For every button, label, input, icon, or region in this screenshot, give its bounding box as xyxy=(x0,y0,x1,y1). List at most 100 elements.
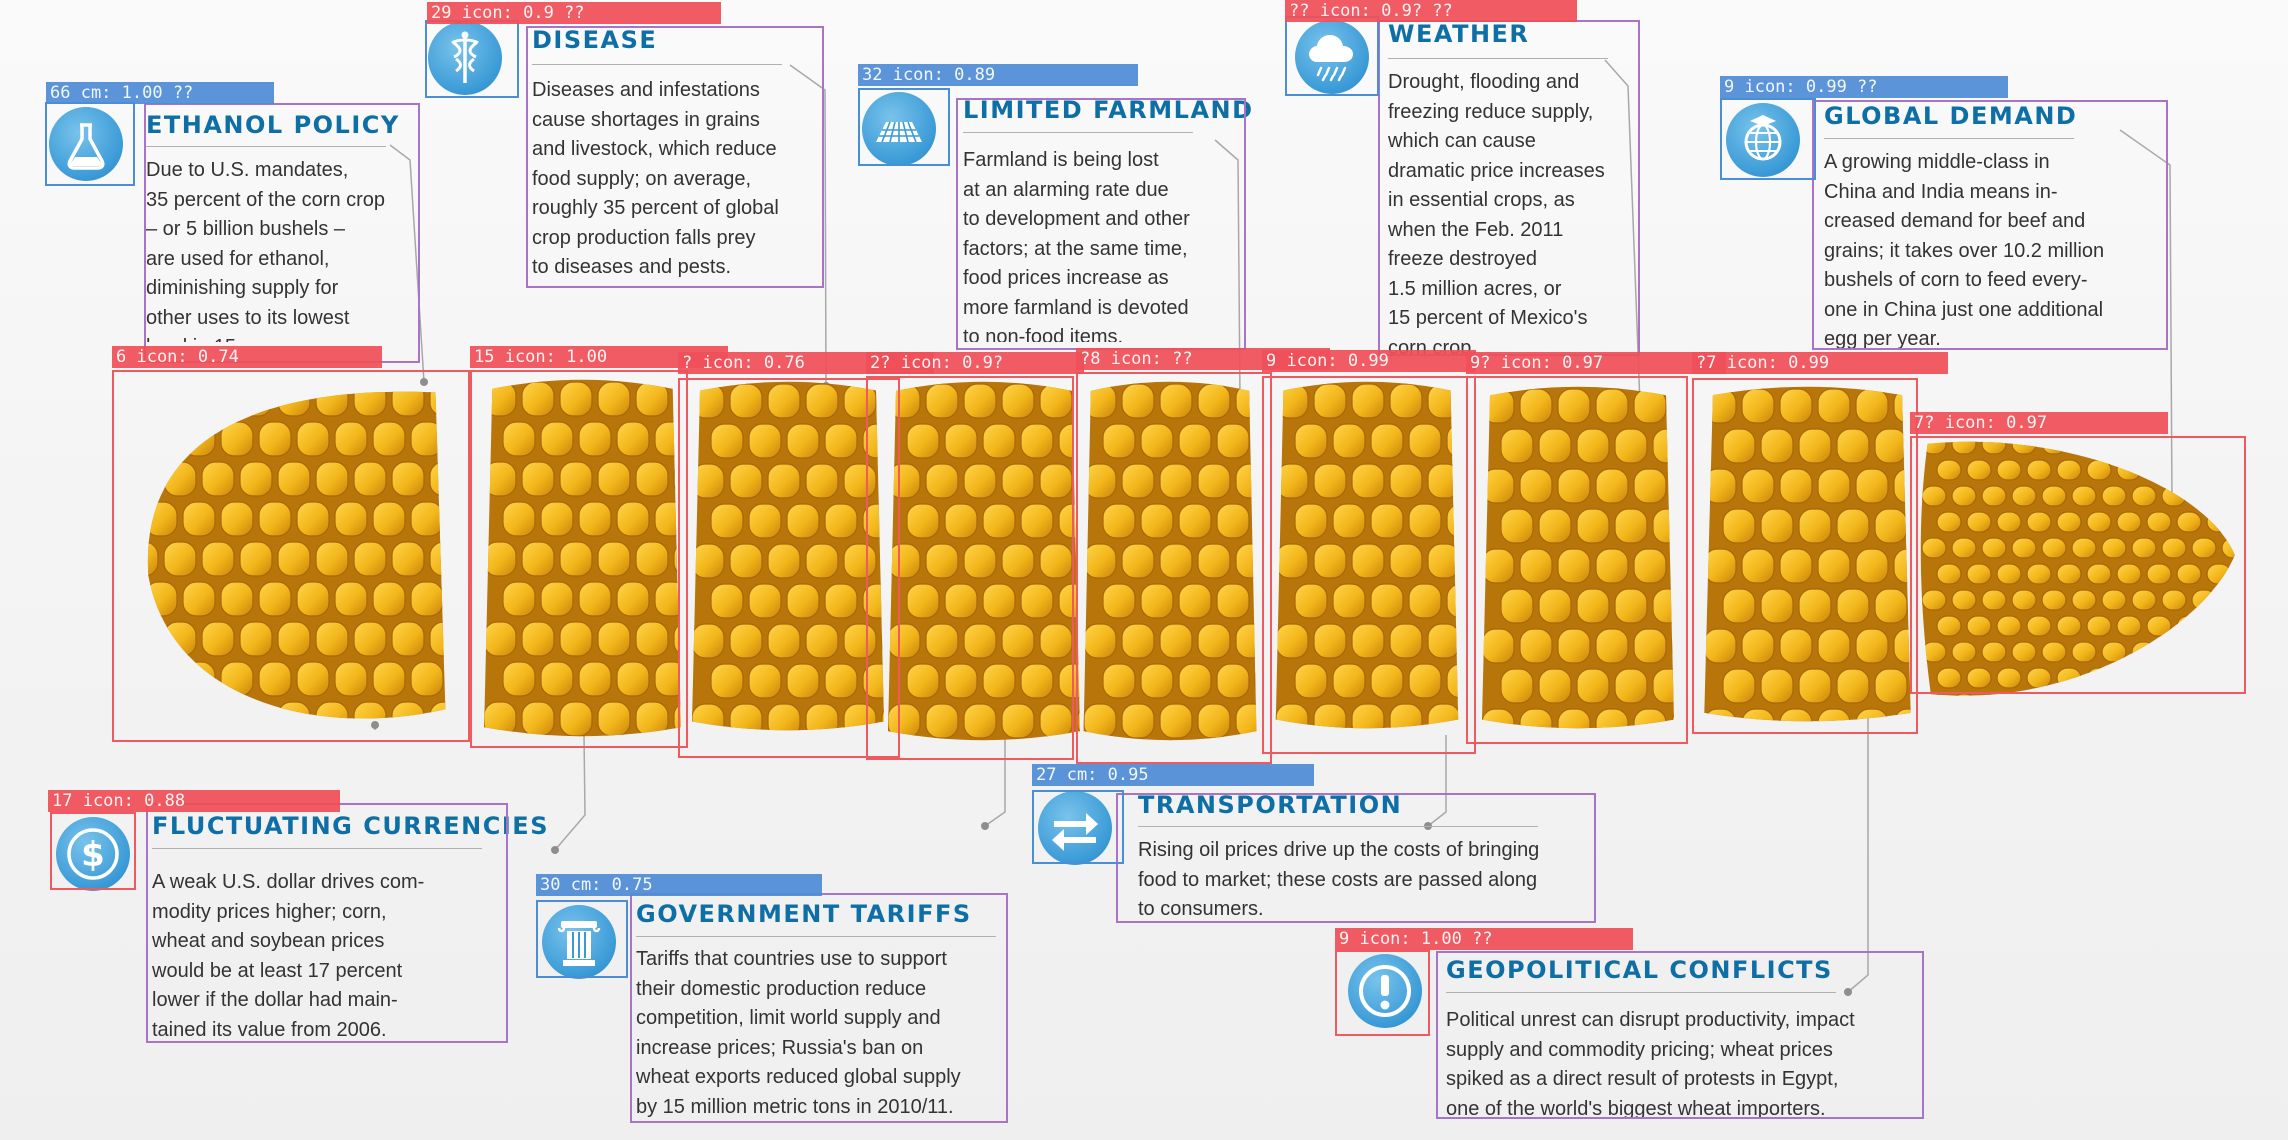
callout-text-transport: Rising oil prices drive up the costs of … xyxy=(1138,839,1540,920)
callout-text-farmland: Farmland is being lost at an alarming ra… xyxy=(963,149,1190,342)
corn-region xyxy=(866,376,1074,760)
callout-title-conflicts: GEOPOLITICAL CONFLICTS xyxy=(1446,956,1833,984)
leader-line xyxy=(1847,718,1869,993)
corn-segment xyxy=(1920,441,2235,696)
leader-dot xyxy=(371,721,379,729)
callout-rule xyxy=(1824,138,2074,139)
callout-title-disease: DISEASE xyxy=(532,26,658,54)
text-region xyxy=(1436,951,1924,1119)
leader-dot xyxy=(551,846,559,854)
column-icon xyxy=(542,905,616,979)
detection-label: 29 icon: 0.9 ?? xyxy=(427,2,721,24)
detection-label: 32 icon: 0.89 xyxy=(858,64,1138,86)
svg-text:$: $ xyxy=(81,835,105,875)
icon-region xyxy=(50,812,136,890)
corn-region xyxy=(1692,378,1918,734)
callout-rule xyxy=(146,146,386,147)
callout-rule xyxy=(1446,992,1836,993)
callout-title-tariffs: GOVERNMENT TARIFFS xyxy=(636,900,972,928)
callout-text-currencies: A weak U.S. dollar drives com- modity pr… xyxy=(152,871,425,1041)
globe-icon xyxy=(1726,103,1800,177)
detection-label: 9? icon: 0.97 xyxy=(1466,352,1726,374)
corn-region xyxy=(678,378,900,758)
detection-label: 7? icon: 0.97 xyxy=(1910,412,2168,434)
text-region xyxy=(956,98,1246,350)
flask-icon xyxy=(49,107,123,181)
callout-title-ethanol: ETHANOL POLICY xyxy=(146,111,400,139)
callout-rule xyxy=(152,848,482,849)
callout-rule xyxy=(1138,826,1538,827)
callout-text-disease: Diseases and infestations cause shortage… xyxy=(532,79,779,278)
callout-rule xyxy=(1388,58,1608,59)
icon-region xyxy=(45,102,135,186)
callout-title-farmland: LIMITED FARMLAND xyxy=(963,96,1254,124)
corn-segment xyxy=(692,381,884,731)
callout-rule xyxy=(532,64,782,65)
corn-region xyxy=(470,370,688,748)
leader-dot xyxy=(420,378,428,386)
detection-label: ?? icon: 0.9? ?? xyxy=(1285,0,1577,22)
detection-label: 9 icon: 0.99 xyxy=(1262,350,1476,372)
corn-segment xyxy=(1083,381,1257,741)
icon-region xyxy=(858,88,950,166)
corn-segment xyxy=(484,379,681,737)
leader-dot xyxy=(1844,988,1852,996)
callout-title-weather: WEATHER xyxy=(1388,20,1530,48)
text-region xyxy=(630,893,1008,1123)
corn-region xyxy=(112,370,470,742)
leader-line xyxy=(789,64,827,387)
callout-text-ethanol: Due to U.S. mandates, 35 percent of the … xyxy=(146,159,386,342)
callout-title-transport: TRANSPORTATION xyxy=(1138,791,1403,819)
callout-text-weather: Drought, flooding and freezing reduce su… xyxy=(1388,71,1605,354)
callout-text-conflicts: Political unrest can disrupt productivit… xyxy=(1446,1009,1855,1120)
detection-label: 66 cm: 1.00 ?? xyxy=(46,82,274,104)
leader-line xyxy=(984,720,1006,827)
icon-region xyxy=(425,20,519,98)
leader-line xyxy=(554,734,586,851)
text-region xyxy=(1812,100,2168,350)
callout-title-currencies: FLUCTUATING CURRENCIES xyxy=(152,812,549,840)
icon-region xyxy=(1032,790,1124,864)
leader-line xyxy=(1214,139,1241,399)
dollar-icon: $ xyxy=(56,817,130,891)
leader-line xyxy=(2119,129,2173,506)
caduceus-icon xyxy=(428,21,502,95)
leader-dot xyxy=(981,822,989,830)
callout-rule xyxy=(636,936,996,937)
corn-segment xyxy=(1482,386,1674,729)
icon-region xyxy=(1720,98,1816,180)
rain-cloud-icon xyxy=(1295,20,1369,94)
callout-text-tariffs: Tariffs that countries use to support th… xyxy=(636,948,961,1118)
corn-region xyxy=(1910,436,2246,694)
callout-title-demand: GLOBAL DEMAND xyxy=(1824,102,2078,130)
detection-label: 27 cm: 0.95 xyxy=(1032,764,1314,786)
text-region xyxy=(1116,793,1596,923)
detection-label: 17 icon: 0.88 xyxy=(48,790,340,812)
corn-region xyxy=(1076,372,1272,764)
text-region xyxy=(1378,20,1640,356)
detection-label: 9 icon: 1.00 ?? xyxy=(1335,928,1633,950)
callout-text-demand: A growing middle-class in China and Indi… xyxy=(1824,151,2105,350)
detection-label: 6 icon: 0.74 xyxy=(112,346,382,368)
icon-region xyxy=(1285,16,1379,96)
text-region xyxy=(146,803,508,1043)
alert-icon xyxy=(1348,954,1422,1028)
farm-field-icon xyxy=(862,92,936,166)
icon-region xyxy=(536,900,628,978)
corn-segment xyxy=(147,391,446,719)
corn-segment xyxy=(1275,381,1459,729)
leader-line xyxy=(1604,59,1641,406)
corn-region xyxy=(1262,376,1476,754)
corn-segment xyxy=(888,381,1080,741)
corn-segment xyxy=(1704,386,1911,722)
detection-label: ?7 icon: 0.99 xyxy=(1692,352,1948,374)
text-region xyxy=(144,103,420,363)
arrows-exchange-icon xyxy=(1038,791,1112,865)
text-region xyxy=(526,26,824,288)
corn-region xyxy=(1466,376,1688,744)
detection-label: 15 icon: 1.00 xyxy=(470,346,728,368)
callout-rule xyxy=(963,132,1193,133)
detection-label: 2? icon: 0.9? xyxy=(866,352,1084,374)
icon-region xyxy=(1335,950,1430,1036)
